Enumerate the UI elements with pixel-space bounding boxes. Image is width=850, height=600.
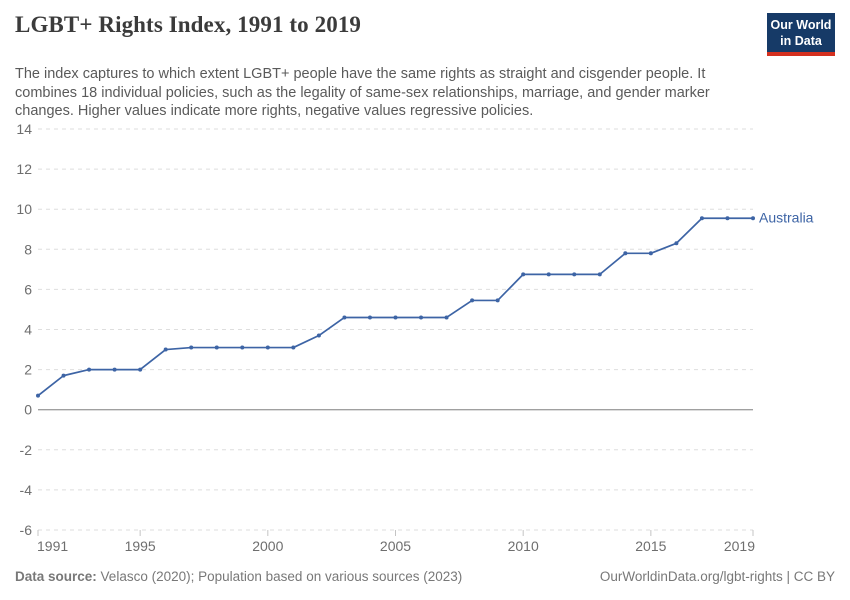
y-axis-label: 2 (24, 362, 32, 378)
data-point[interactable] (495, 298, 500, 303)
series-line-australia (37, 217, 753, 397)
x-axis-label: 1991 (37, 538, 68, 554)
x-axis-label: 2015 (635, 538, 666, 554)
x-axis-label: 2000 (252, 538, 283, 554)
chart-subtitle: The index captures to which extent LGBT+… (15, 66, 710, 119)
data-source-label: Data source: (15, 569, 97, 584)
data-point[interactable] (316, 333, 321, 338)
data-point[interactable] (648, 251, 653, 256)
chart-title: LGBT+ Rights Index, 1991 to 2019 (15, 12, 362, 37)
data-point[interactable] (265, 345, 270, 350)
x-axis-label: 2010 (508, 538, 539, 554)
data-point[interactable] (87, 367, 92, 372)
data-point[interactable] (725, 216, 730, 221)
data-point[interactable] (623, 251, 628, 256)
y-axis-label: 14 (16, 121, 32, 137)
data-point[interactable] (214, 345, 219, 350)
data-point[interactable] (444, 315, 449, 320)
data-point[interactable] (699, 216, 704, 221)
owid-logo: Our World in Data (767, 13, 835, 56)
data-point[interactable] (189, 345, 194, 350)
entity-label: Australia (759, 210, 814, 226)
data-point[interactable] (674, 241, 679, 246)
owid-logo-line1: Our World (770, 18, 832, 32)
data-point[interactable] (163, 347, 168, 352)
y-axis-label: 12 (16, 161, 32, 177)
y-axis-label: -4 (20, 482, 33, 498)
data-point[interactable] (138, 367, 143, 372)
data-point[interactable] (751, 216, 755, 221)
data-point[interactable] (546, 272, 551, 277)
data-point[interactable] (61, 373, 66, 378)
y-axis-label: 6 (24, 281, 32, 297)
chart-footer: Data source: Velasco (2020); Population … (15, 569, 835, 584)
x-axis-label: 2019 (724, 538, 755, 554)
data-source: Data source: Velasco (2020); Population … (15, 569, 462, 584)
y-axis-label: 0 (24, 402, 32, 418)
data-source-text: Velasco (2020); Population based on vari… (100, 569, 463, 584)
owid-logo-line2: in Data (780, 34, 822, 48)
y-axis-label: -6 (20, 522, 33, 538)
y-axis-label: 8 (24, 241, 32, 257)
data-point[interactable] (342, 315, 347, 320)
data-point[interactable] (597, 272, 602, 277)
y-axis-label: -2 (20, 442, 33, 458)
y-axis-label: 10 (16, 201, 32, 217)
credit-line: OurWorldinData.org/lgbt-rights | CC BY (599, 569, 835, 584)
data-point[interactable] (36, 393, 40, 398)
data-point[interactable] (419, 315, 424, 320)
data-point[interactable] (470, 298, 475, 303)
data-point[interactable] (572, 272, 577, 277)
data-point[interactable] (521, 272, 526, 277)
data-point[interactable] (112, 367, 117, 372)
data-point[interactable] (291, 345, 296, 350)
x-axis-label: 1995 (125, 538, 156, 554)
data-point[interactable] (240, 345, 245, 350)
y-axis-label: 4 (24, 322, 32, 338)
data-point[interactable] (367, 315, 372, 320)
x-axis-label: 2005 (380, 538, 411, 554)
data-point[interactable] (393, 315, 398, 320)
